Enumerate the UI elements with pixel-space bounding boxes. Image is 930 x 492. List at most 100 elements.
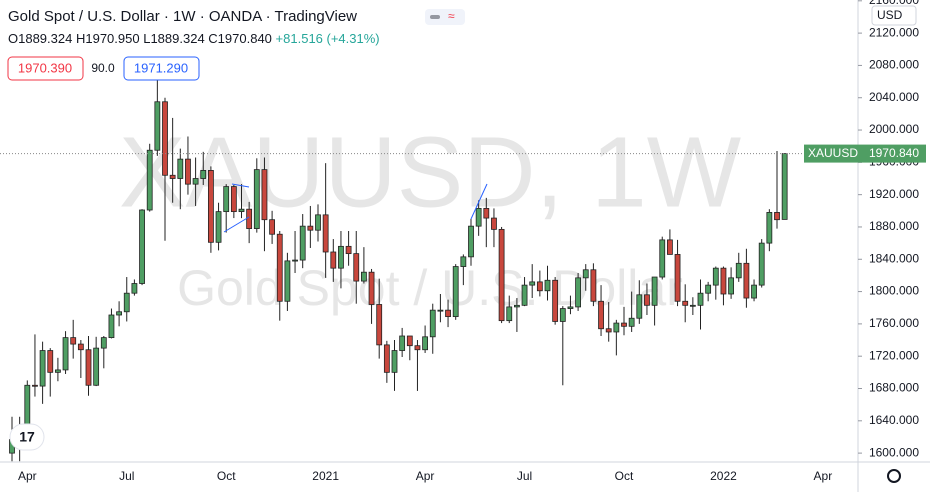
change: +81.516 (+4.31%) bbox=[276, 31, 380, 46]
icon: ≈ bbox=[448, 9, 455, 23]
candle-body bbox=[368, 271, 375, 305]
candle-body bbox=[62, 337, 69, 371]
candle-body bbox=[338, 245, 344, 269]
candle-body bbox=[697, 292, 704, 306]
candle-body bbox=[445, 309, 451, 318]
candle-body bbox=[705, 284, 712, 294]
symbol-label: XAUUSD bbox=[808, 146, 858, 160]
candle-body bbox=[70, 337, 77, 345]
candle-body bbox=[207, 170, 214, 243]
candle-body bbox=[735, 262, 742, 279]
candle-body bbox=[360, 271, 367, 282]
buy-button[interactable] bbox=[123, 56, 200, 81]
candle-body bbox=[774, 212, 780, 221]
candle-body bbox=[276, 233, 283, 302]
y-tick-label: 1680.000 bbox=[869, 381, 919, 395]
candle-body bbox=[169, 174, 176, 179]
y-tick-label: 1600.000 bbox=[869, 445, 919, 459]
candle-body bbox=[437, 309, 444, 312]
candle-body bbox=[475, 207, 482, 227]
candle-body bbox=[383, 344, 390, 373]
candle-body bbox=[460, 256, 467, 267]
candle-body bbox=[399, 335, 406, 351]
candle-body bbox=[376, 304, 383, 346]
candle-body bbox=[146, 149, 153, 211]
candle-body bbox=[108, 314, 115, 339]
close: C1970.840 bbox=[208, 31, 272, 46]
y-tick-label: 2160.000 bbox=[869, 0, 919, 7]
candle-body bbox=[391, 350, 398, 373]
chart-title: Gold Spot / U.S. Dollar · 1W · OANDA · T… bbox=[8, 8, 357, 25]
y-tick-label: 1840.000 bbox=[869, 251, 919, 265]
candle-body bbox=[590, 269, 597, 302]
sell-button[interactable] bbox=[7, 56, 84, 81]
candle-body bbox=[536, 281, 543, 292]
candle-body bbox=[230, 186, 237, 213]
candle-body bbox=[299, 225, 306, 261]
candle-body bbox=[315, 214, 321, 231]
candle-body bbox=[644, 294, 650, 306]
candle-body bbox=[483, 207, 490, 219]
candle-body bbox=[605, 328, 612, 333]
y-tick-label: 1720.000 bbox=[869, 348, 919, 362]
candle-body bbox=[215, 211, 222, 243]
plot bbox=[9, 69, 788, 462]
candle-body bbox=[223, 186, 230, 213]
candle-body bbox=[636, 294, 643, 319]
candle-body bbox=[100, 337, 107, 349]
candle-body bbox=[766, 212, 773, 244]
candle-body bbox=[728, 277, 734, 295]
candle-body bbox=[575, 277, 581, 308]
candle-body bbox=[521, 284, 528, 306]
y-tick-label: 1800.000 bbox=[869, 284, 919, 298]
candle-body bbox=[238, 208, 245, 213]
trend-line bbox=[231, 183, 250, 188]
y-tick-label: 1880.000 bbox=[869, 219, 919, 233]
candle-body bbox=[781, 153, 788, 220]
candle-body bbox=[682, 300, 689, 306]
y-tick-label: 2000.000 bbox=[869, 122, 919, 136]
candle-body bbox=[200, 170, 207, 179]
candle-body bbox=[131, 283, 138, 294]
candle-body bbox=[552, 279, 559, 322]
candle-body bbox=[452, 266, 459, 318]
candle-body bbox=[498, 228, 505, 322]
candle-body bbox=[613, 322, 620, 333]
candle-body bbox=[85, 349, 92, 386]
candle-body bbox=[177, 158, 184, 179]
watermark: XAUUSD, 1W Gold Spot / U.S. Dollar bbox=[119, 116, 742, 316]
high: H1970.950 bbox=[76, 31, 140, 46]
candle-body bbox=[55, 369, 61, 373]
candle-body bbox=[269, 219, 276, 235]
candle-body bbox=[77, 343, 84, 351]
candle-body bbox=[39, 350, 46, 387]
candle-body bbox=[292, 259, 298, 262]
candle-body bbox=[514, 304, 520, 308]
currency: USD bbox=[877, 8, 903, 22]
currency-button[interactable] bbox=[871, 5, 917, 26]
candle-body bbox=[659, 239, 666, 278]
candle-body bbox=[47, 350, 54, 373]
candle-body bbox=[429, 309, 436, 338]
candle-body bbox=[162, 101, 168, 176]
x-tick-label: Apr bbox=[416, 469, 435, 483]
y-tick-label: 1760.000 bbox=[869, 316, 919, 330]
candle-body bbox=[667, 239, 673, 255]
candle-body bbox=[123, 292, 130, 313]
settings-icon[interactable] bbox=[887, 469, 901, 483]
watermark-name: Gold Spot / U.S. Dollar bbox=[177, 260, 683, 316]
candle-body bbox=[758, 242, 765, 286]
y-tick-label: 2120.000 bbox=[869, 25, 919, 39]
candle-body bbox=[674, 254, 681, 302]
candle-body bbox=[468, 225, 474, 258]
candle-body bbox=[544, 279, 551, 292]
candle-body bbox=[751, 284, 757, 299]
open: O1889.324 bbox=[8, 31, 72, 46]
y-tick-label: 1920.000 bbox=[869, 187, 919, 201]
trend-line bbox=[470, 183, 488, 220]
toggle[interactable] bbox=[425, 9, 465, 25]
candle-body bbox=[628, 317, 635, 327]
candle-body bbox=[261, 169, 268, 221]
